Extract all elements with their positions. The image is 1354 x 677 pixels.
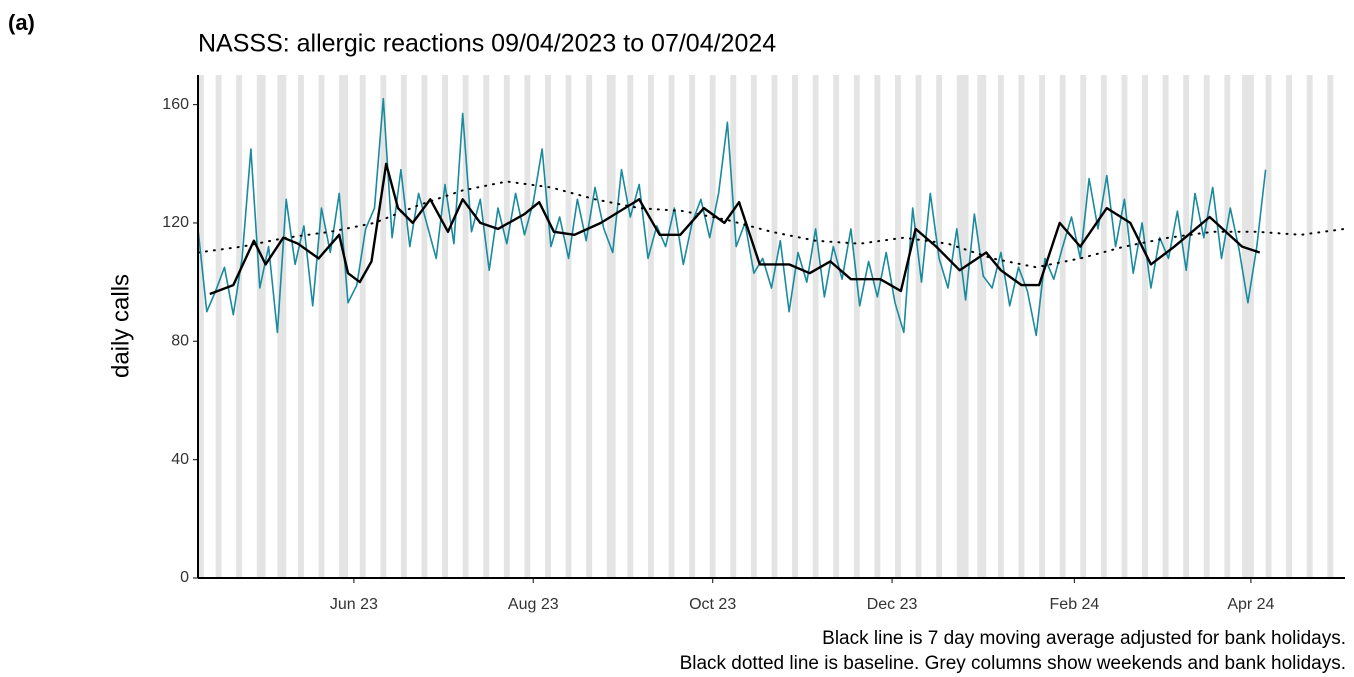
shaded-column	[256, 75, 266, 578]
y-axis-label: daily calls	[107, 274, 134, 378]
line	[197, 97, 1267, 337]
shaded-column	[812, 75, 819, 578]
shaded-column	[771, 75, 778, 578]
shaded-column	[1080, 75, 1087, 578]
shaded-column	[627, 75, 634, 578]
x-tick-label: Dec 23	[867, 596, 918, 613]
shaded-column	[277, 75, 287, 578]
note: Black dotted line is baseline. Grey colu…	[680, 653, 1346, 674]
shaded-column	[236, 75, 243, 578]
shaded-column	[792, 75, 798, 578]
shaded-column	[1100, 75, 1107, 578]
shaded-column	[1265, 75, 1272, 578]
y-tick-label: 0	[180, 569, 189, 586]
shaded-column	[339, 75, 348, 578]
shaded-column	[936, 75, 943, 578]
shaded-column	[198, 75, 204, 578]
line	[209, 162, 1261, 296]
x-tick-label: Apr 24	[1227, 596, 1274, 613]
shaded-column	[833, 75, 840, 578]
x-tick-label: Jun 23	[330, 596, 378, 613]
shaded-column	[359, 75, 366, 578]
shaded-column	[1203, 75, 1210, 578]
shaded-column	[421, 75, 428, 578]
shaded-column	[1242, 75, 1254, 578]
shaded-column	[689, 75, 696, 578]
shaded-column	[380, 75, 387, 578]
shaded-column	[1183, 75, 1190, 578]
note: Black line is 7 day moving average adjus…	[822, 628, 1346, 649]
shaded-column	[1142, 75, 1148, 578]
shaded-column	[503, 75, 510, 578]
shaded-column	[895, 75, 901, 578]
shaded-column	[524, 75, 531, 578]
shaded-column	[647, 75, 654, 578]
shaded-column	[297, 75, 304, 578]
shaded-column	[730, 75, 737, 578]
y-tick-label: 80	[171, 333, 189, 350]
shaded-column	[545, 75, 551, 578]
shaded-column	[1327, 75, 1334, 578]
shaded-column	[915, 75, 922, 578]
x-tick-label: Oct 23	[689, 596, 736, 613]
shaded-column	[709, 75, 716, 578]
shaded-column	[400, 75, 407, 578]
shaded-column	[1039, 75, 1046, 578]
shaded-column	[1306, 75, 1313, 578]
shaded-column	[874, 75, 881, 578]
shaded-column	[1224, 75, 1231, 578]
y-tick-label: 160	[162, 96, 189, 113]
y-tick-label: 120	[162, 214, 189, 231]
shaded-column	[977, 75, 987, 578]
shaded-column	[318, 75, 325, 578]
panel-label: (a)	[8, 10, 35, 35]
shaded-column	[750, 75, 757, 578]
x-tick-label: Aug 23	[508, 596, 559, 613]
shaded-column	[606, 75, 616, 578]
shaded-column	[956, 75, 969, 578]
shaded-column	[462, 75, 469, 578]
shaded-column	[1059, 75, 1066, 578]
shaded-column	[1162, 75, 1169, 578]
shaded-column	[997, 75, 1004, 578]
chart-title: NASSS: allergic reactions 09/04/2023 to …	[198, 30, 776, 58]
shaded-column	[1018, 75, 1025, 578]
y-tick-label: 40	[171, 451, 189, 468]
shaded-column	[442, 75, 448, 578]
shaded-column	[483, 75, 490, 578]
shaded-column	[668, 75, 675, 578]
shaded-column	[853, 75, 860, 578]
x-tick-label: Feb 24	[1050, 596, 1100, 613]
shaded-column	[1121, 75, 1128, 578]
shaded-column	[215, 75, 222, 578]
shaded-column	[565, 75, 572, 578]
shaded-column	[586, 75, 593, 578]
shaded-column	[1286, 75, 1293, 578]
